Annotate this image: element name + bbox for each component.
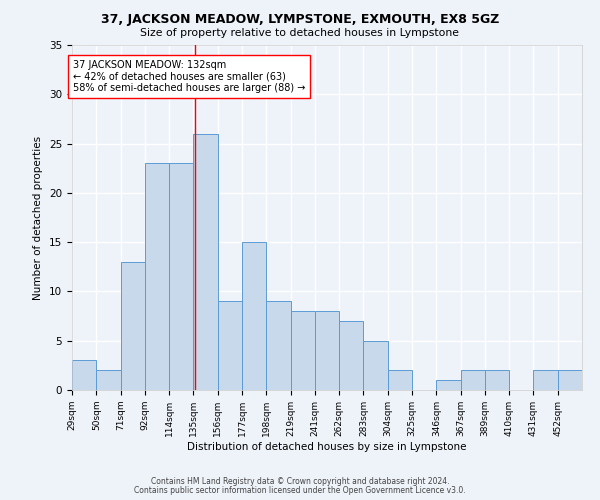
Bar — [96, 370, 121, 390]
Bar — [533, 370, 558, 390]
Bar — [485, 370, 509, 390]
Text: 37, JACKSON MEADOW, LYMPSTONE, EXMOUTH, EX8 5GZ: 37, JACKSON MEADOW, LYMPSTONE, EXMOUTH, … — [101, 12, 499, 26]
Bar — [145, 164, 169, 390]
Text: Contains public sector information licensed under the Open Government Licence v3: Contains public sector information licen… — [134, 486, 466, 495]
Bar — [364, 340, 388, 390]
Bar — [193, 134, 218, 390]
Bar — [339, 321, 364, 390]
Text: Size of property relative to detached houses in Lympstone: Size of property relative to detached ho… — [140, 28, 460, 38]
Bar — [315, 311, 339, 390]
Bar — [461, 370, 485, 390]
Bar — [436, 380, 461, 390]
Bar — [266, 302, 290, 390]
Bar — [72, 360, 96, 390]
Bar — [558, 370, 582, 390]
Bar — [121, 262, 145, 390]
Bar — [242, 242, 266, 390]
Bar — [290, 311, 315, 390]
Text: 37 JACKSON MEADOW: 132sqm
← 42% of detached houses are smaller (63)
58% of semi-: 37 JACKSON MEADOW: 132sqm ← 42% of detac… — [73, 60, 305, 93]
Bar — [388, 370, 412, 390]
Bar — [218, 302, 242, 390]
X-axis label: Distribution of detached houses by size in Lympstone: Distribution of detached houses by size … — [187, 442, 467, 452]
Bar — [169, 164, 193, 390]
Text: Contains HM Land Registry data © Crown copyright and database right 2024.: Contains HM Land Registry data © Crown c… — [151, 477, 449, 486]
Y-axis label: Number of detached properties: Number of detached properties — [34, 136, 43, 300]
